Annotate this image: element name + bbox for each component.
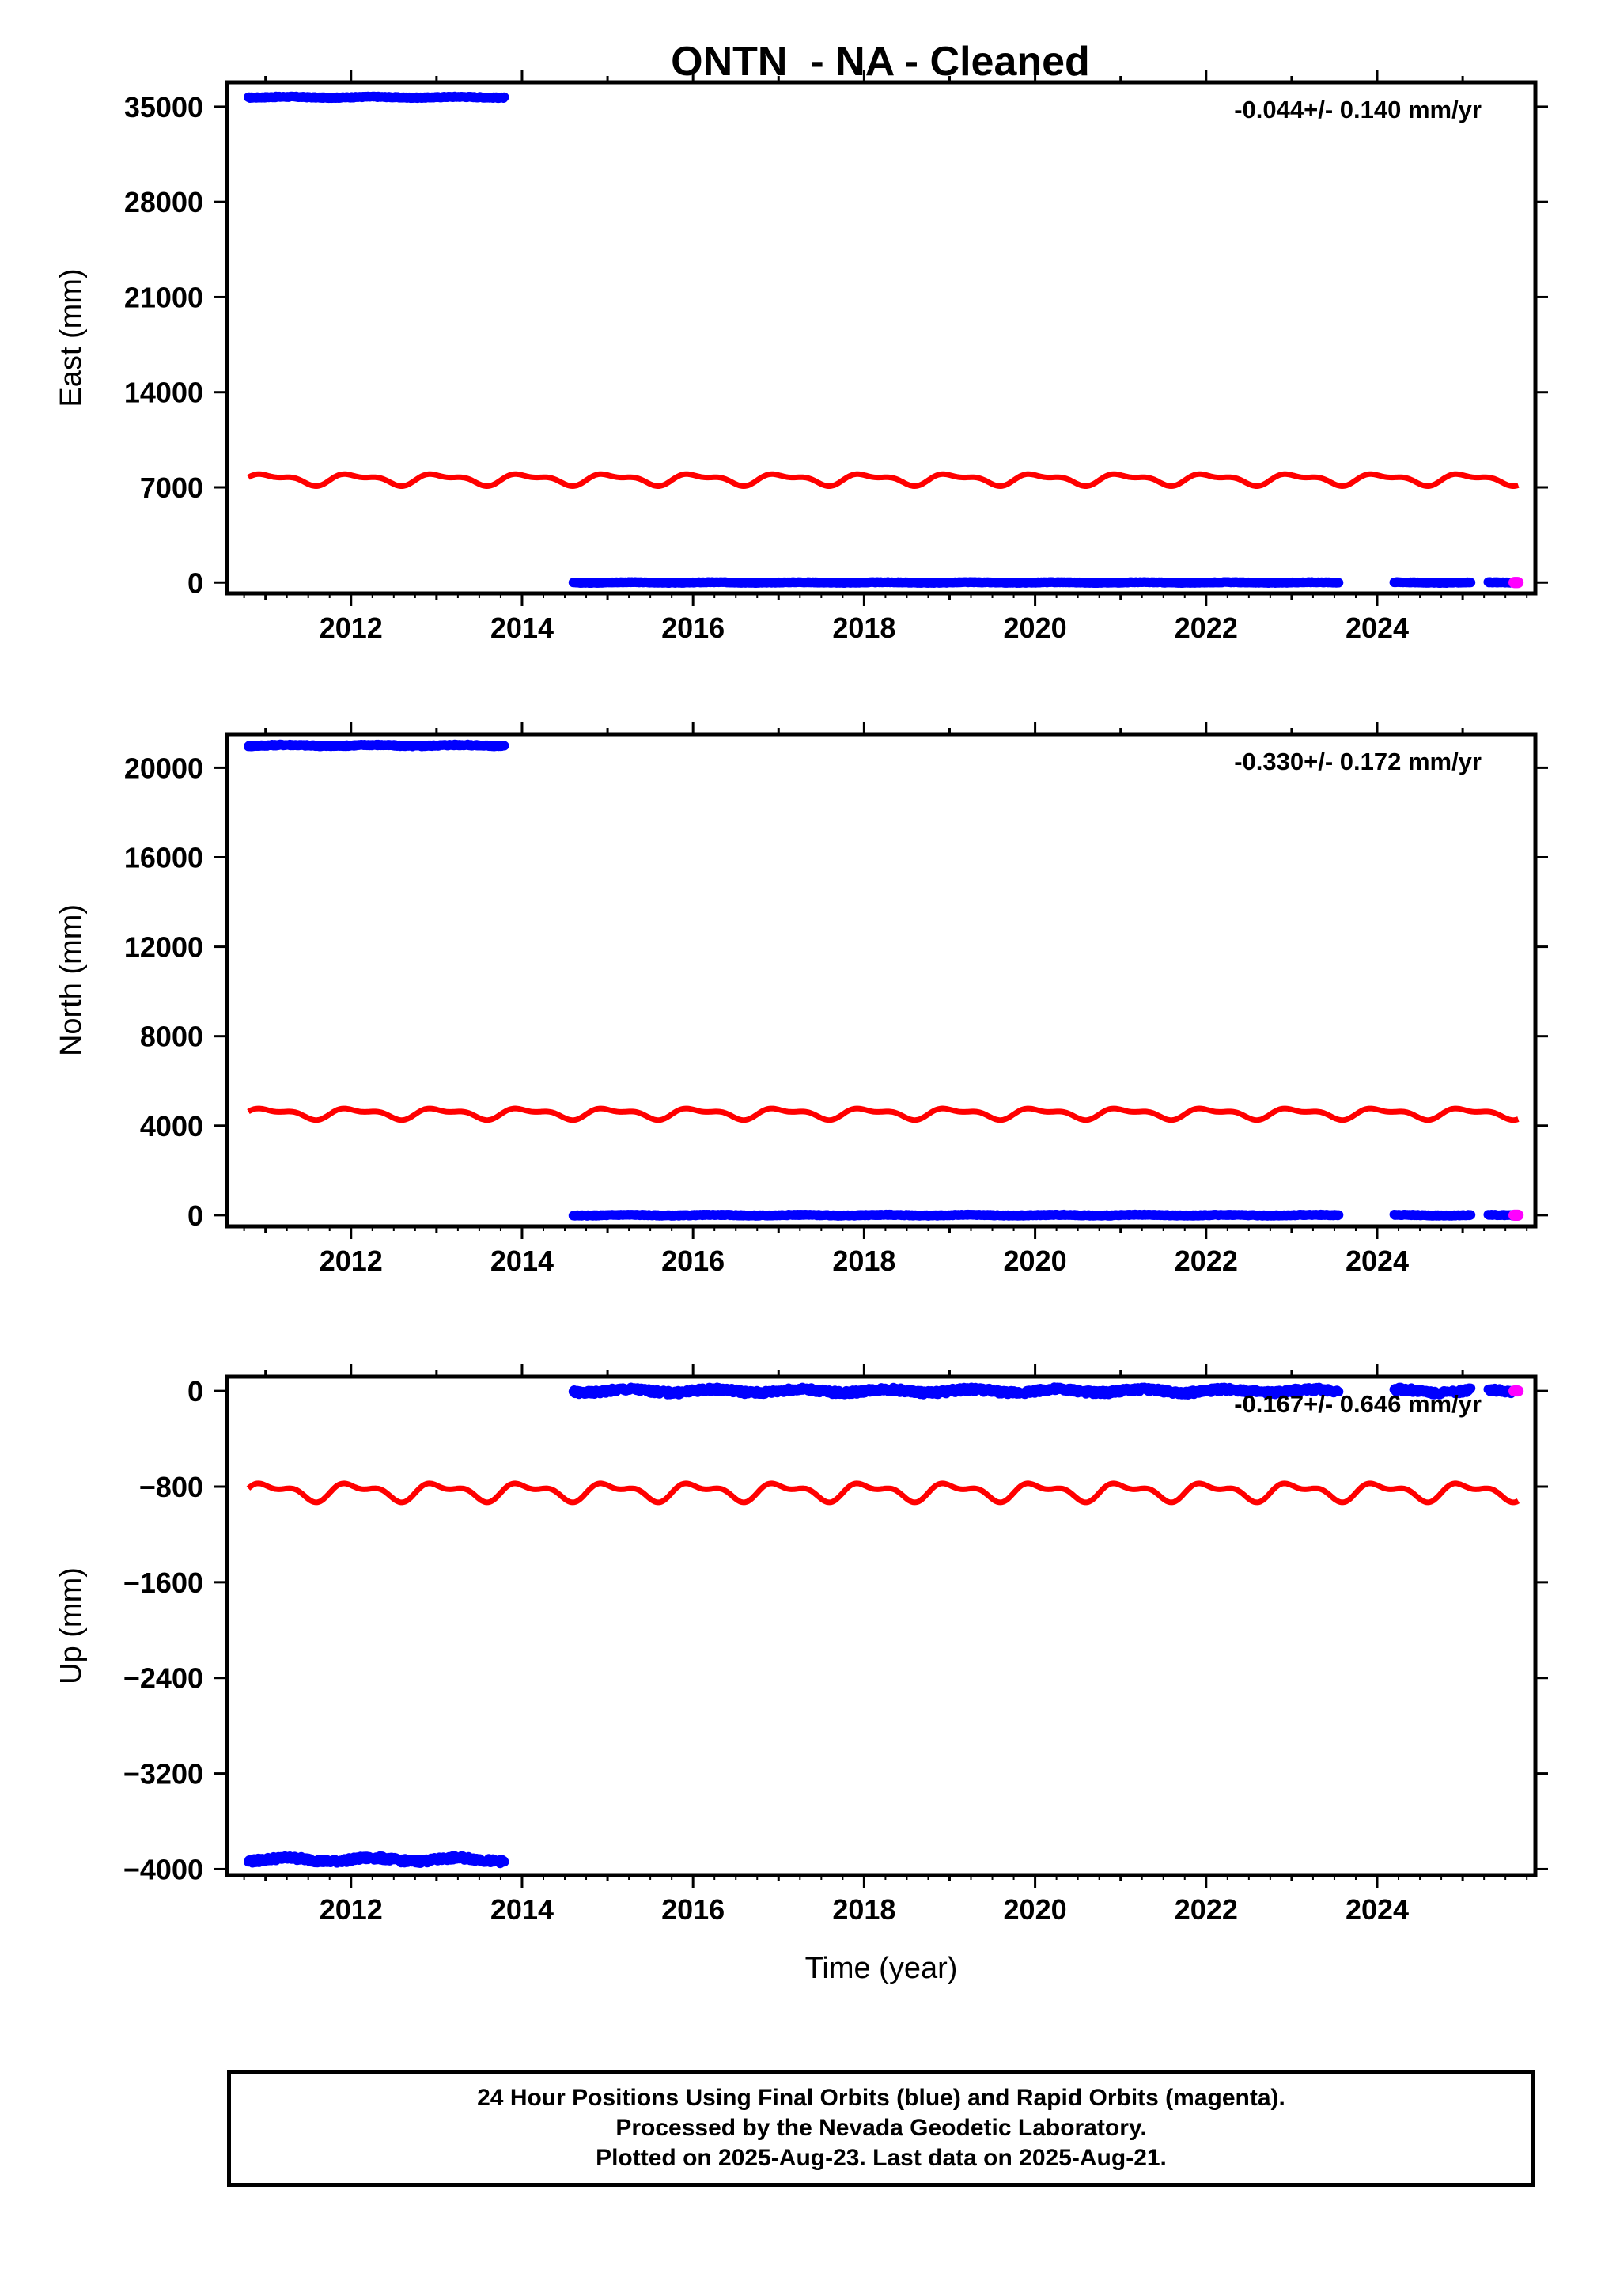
east-y-tick-label: 14000: [124, 377, 203, 409]
x-axis-label: Time (year): [805, 1952, 958, 1985]
up-rapid-point: [1512, 1385, 1524, 1397]
east-x-tick-label: 2022: [1175, 612, 1238, 644]
footer-line-2: Processed by the Nevada Geodetic Laborat…: [615, 2115, 1147, 2141]
east-x-tick-label: 2014: [490, 612, 554, 644]
north-y-tick-label: 0: [187, 1199, 203, 1232]
up-y-tick-label: −2400: [123, 1662, 203, 1695]
east-x-tick-label: 2018: [832, 612, 895, 644]
east-x-tick-label: 2020: [1004, 612, 1067, 644]
east-final-series-0: [244, 91, 509, 104]
up-x-tick-label: 2022: [1175, 1893, 1238, 1926]
north-velocity-annotation: -0.330+/- 0.172 mm/yr: [1234, 748, 1482, 775]
east-rapid-point: [1512, 577, 1524, 589]
footer-box: 24 Hour Positions Using Final Orbits (bl…: [227, 2070, 1535, 2187]
east-x-tick-label: 2012: [320, 612, 383, 644]
up-final-series-0: [244, 1851, 509, 1869]
north-final-series-1: [568, 1209, 1344, 1221]
north-y-tick-label: 8000: [140, 1021, 203, 1053]
north-y-tick-label: 12000: [124, 931, 203, 964]
east-model-curve: [247, 471, 1520, 490]
up-x-tick-label: 2020: [1004, 1893, 1067, 1926]
north-x-ticks: [214, 722, 1548, 1239]
north-final-series-0: [244, 739, 509, 752]
east-y-tick-label: 7000: [140, 472, 203, 504]
up-x-tick-label: 2024: [1346, 1893, 1409, 1926]
north-y-tick-label: 16000: [124, 842, 203, 874]
north-model-curve: [247, 1105, 1520, 1123]
panel-north: 2012 2014 2016 2018 2020 2022 2024 0 4000 8000 120…: [55, 722, 1548, 1277]
up-x-tick-label: 2014: [490, 1893, 554, 1926]
north-x-tick-label: 2022: [1175, 1245, 1238, 1277]
up-rapid-series-0: [1508, 1385, 1524, 1397]
north-x-tick-label: 2012: [320, 1245, 383, 1277]
up-x-tick-label: 2016: [661, 1893, 725, 1926]
up-x-tick-label: 2012: [320, 1893, 383, 1926]
panel-east: 2012 2014 2016 2018 2020 2022 2024 0 7000 14000 21…: [55, 70, 1548, 644]
up-y-tick-label: −4000: [123, 1853, 203, 1885]
up-velocity-annotation: -0.167+/- 0.646 mm/yr: [1234, 1390, 1482, 1418]
east-final-series-1: [568, 577, 1344, 588]
east-plot-frame: [225, 80, 1538, 596]
north-plot-frame: [225, 732, 1538, 1229]
footer-line-1: 24 Hour Positions Using Final Orbits (bl…: [477, 2085, 1285, 2111]
up-y-tick-label: −1600: [123, 1567, 203, 1599]
east-x-ticks: [214, 70, 1548, 606]
east-final-point: [1466, 578, 1476, 588]
north-y-tick-label: 4000: [140, 1110, 203, 1142]
north-x-tick-label: 2014: [490, 1245, 554, 1277]
up-y-tick-label: 0: [187, 1375, 203, 1408]
east-y-tick-label: 21000: [124, 281, 203, 313]
north-final-point: [1334, 1210, 1344, 1220]
up-y-tick-label: −3200: [123, 1758, 203, 1790]
up-x-tick-label: 2018: [832, 1893, 895, 1926]
figure-title: ONTN - NA - Cleaned: [671, 39, 1090, 85]
north-final-series-2: [1389, 1210, 1476, 1221]
up-x-ticks: [214, 1364, 1548, 1888]
up-plot-frame: [225, 1374, 1538, 1877]
north-y-tick-label: 20000: [124, 752, 203, 784]
east-x-tick-label: 2016: [661, 612, 725, 644]
east-y-tick-label: 28000: [124, 186, 203, 218]
up-final-series-2: [1389, 1382, 1476, 1400]
east-x-tick-label: 2024: [1346, 612, 1409, 644]
up-y-tick-label: −800: [139, 1471, 203, 1503]
north-x-tick-label: 2016: [661, 1245, 725, 1277]
footer-line-3: Plotted on 2025-Aug-23. Last data on 202…: [596, 2145, 1167, 2171]
east-rapid-series-0: [1508, 577, 1524, 589]
north-x-tick-label: 2018: [832, 1245, 895, 1277]
north-x-tick-label: 2020: [1004, 1245, 1067, 1277]
up-final-point: [1466, 1383, 1476, 1393]
up-final-point: [1334, 1387, 1344, 1396]
east-y-tick-label: 0: [187, 566, 203, 599]
north-final-point: [499, 741, 509, 751]
panel-up: 2012 2014 2016 2018 2020 2022 2024 0 −800 −1600 −2…: [55, 1364, 1548, 1985]
east-y-tick-label: 35000: [124, 91, 203, 123]
north-y-axis-label: North (mm): [55, 904, 88, 1056]
up-y-axis-label: Up (mm): [55, 1567, 88, 1684]
east-final-point: [499, 92, 509, 102]
up-model-curve: [246, 1480, 1520, 1506]
up-final-point: [499, 1857, 509, 1867]
east-final-series-2: [1389, 577, 1476, 588]
east-final-point: [1334, 578, 1344, 588]
up-final-series-1: [568, 1382, 1344, 1400]
east-velocity-annotation: -0.044+/- 0.140 mm/yr: [1234, 96, 1482, 123]
north-x-tick-label: 2024: [1346, 1245, 1409, 1277]
north-rapid-series-0: [1508, 1209, 1524, 1221]
north-final-point: [1466, 1210, 1476, 1220]
north-rapid-point: [1512, 1209, 1524, 1221]
east-y-axis-label: East (mm): [55, 268, 88, 407]
